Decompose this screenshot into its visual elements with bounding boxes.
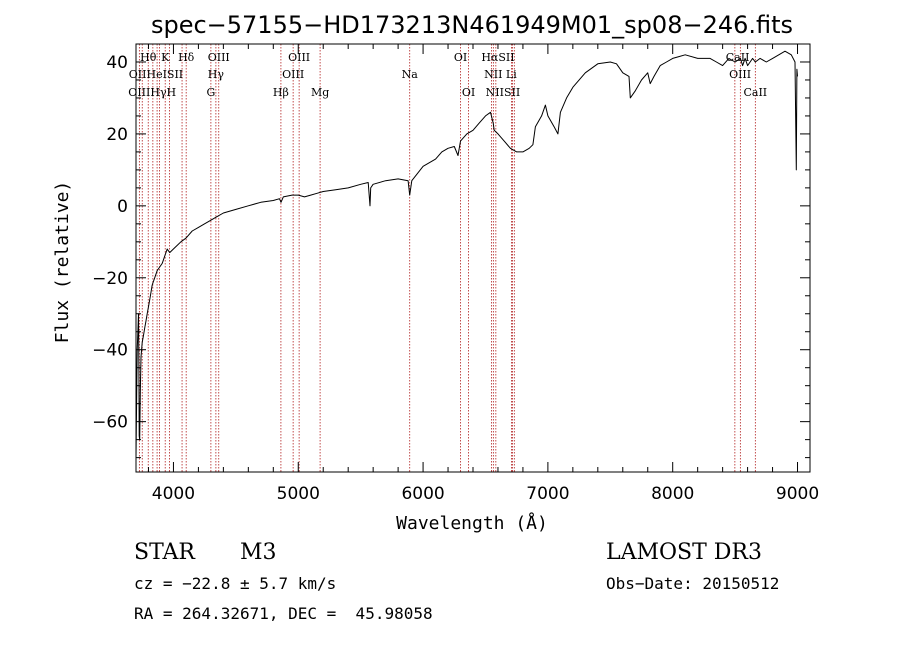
line-label: OI [454, 51, 467, 64]
object-subclass: M3 [240, 540, 277, 565]
line-label: OIII [288, 51, 310, 64]
line-label: G [206, 86, 215, 99]
redshift-text: cz = −22.8 ± 5.7 km/s [134, 574, 337, 593]
y-tick-label: −40 [92, 341, 128, 361]
x-axis-label: Wavelength (Å) [396, 512, 548, 534]
coordinates-text: RA = 264.32671, DEC = 45.98058 [134, 604, 433, 623]
line-label: NIISII [486, 86, 521, 99]
line-label: OI [462, 86, 475, 99]
y-tick-label: −20 [92, 269, 128, 289]
spectral-line-markers [138, 44, 756, 472]
plot-frame [135, 43, 811, 473]
survey-name: LAMOST DR3 [606, 540, 762, 565]
spectral-line-labels: Hθ K Hδ OIII OIII OI HαSII CaII OIIHeISII Hγ OIII N… [128, 51, 767, 99]
object-class: STAR [134, 540, 195, 565]
x-tick-label: 7000 [526, 484, 569, 504]
line-label: Na [402, 68, 419, 81]
line-label: Hβ [273, 86, 289, 99]
line-label: OIIHeISII [129, 68, 183, 81]
line-label: Hγ [208, 68, 225, 81]
line-label: CaII [726, 51, 750, 64]
chart-title: spec−57155−HD173213N461949M01_sp08−246.f… [151, 11, 793, 39]
line-label: OIII [729, 68, 751, 81]
x-tick-label: 5000 [277, 484, 320, 504]
line-label: NII Li [484, 68, 517, 81]
y-tick-label: 20 [106, 125, 128, 145]
y-axis-label: Flux (relative) [52, 181, 73, 344]
line-label: OIII [208, 51, 230, 64]
line-label: Hδ [178, 51, 195, 64]
y-tick-label: 0 [117, 197, 128, 217]
x-tick-label: 4000 [152, 484, 195, 504]
spectrum-series [135, 50, 798, 458]
y-tick-label: 40 [106, 53, 128, 73]
line-label: Hθ [140, 51, 157, 64]
y-tick-label: −60 [92, 413, 128, 433]
axes: 4000 5000 6000 7000 8000 9000 −60 −40 −20 0 20 40 [92, 43, 819, 504]
x-tick-label: 9000 [776, 484, 819, 504]
line-label: Mg [311, 86, 329, 99]
line-label: K [161, 51, 170, 64]
line-label: OIIIHγH [128, 86, 176, 99]
x-tick-label: 6000 [401, 484, 444, 504]
line-label: HαSII [481, 51, 514, 64]
obs-date-text: Obs−Date: 20150512 [606, 574, 780, 593]
x-tick-label: 8000 [651, 484, 694, 504]
series-flux [135, 50, 798, 458]
line-label: OIII [282, 68, 304, 81]
line-label: CaII [743, 86, 767, 99]
